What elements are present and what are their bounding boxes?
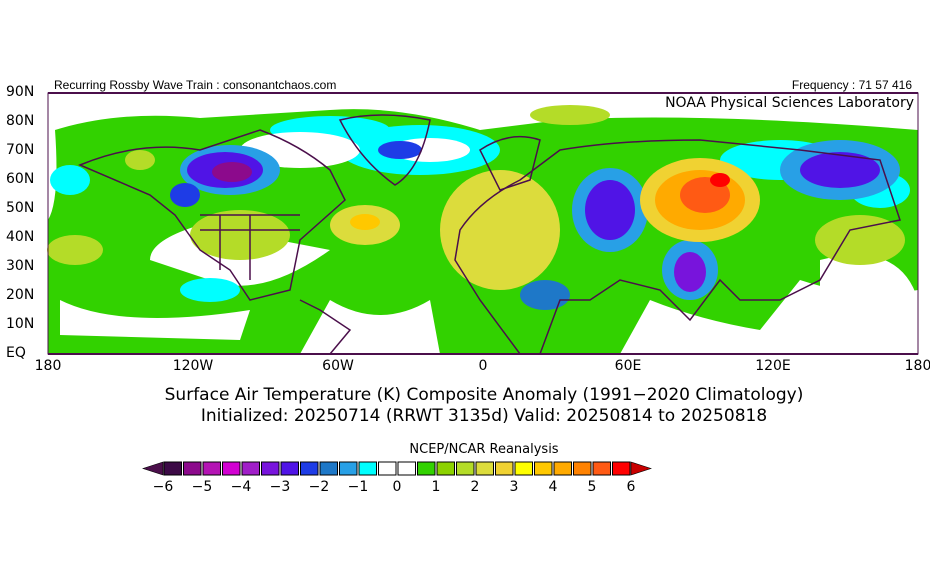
map-subtitle: Initialized: 20250714 (RRWT 3135d) Valid… bbox=[200, 406, 768, 426]
lat-label: 50N bbox=[6, 200, 35, 216]
colorbar-tick-label: 0 bbox=[392, 479, 402, 495]
colorbar-tick-label: 4 bbox=[548, 479, 558, 495]
colorbar-swatch bbox=[163, 461, 182, 476]
colorbar-swatch bbox=[378, 461, 397, 476]
map-title: Surface Air Temperature (K) Composite An… bbox=[164, 385, 804, 405]
lon-label: 0 bbox=[478, 358, 488, 374]
colorbar-swatch bbox=[183, 461, 202, 476]
lat-label: 40N bbox=[6, 229, 35, 245]
lon-label: 180 bbox=[34, 358, 62, 374]
colorbar-swatch bbox=[514, 461, 533, 476]
colorbar-swatch bbox=[456, 461, 475, 476]
colorbar-swatch bbox=[592, 461, 611, 476]
lon-label: 120W bbox=[172, 358, 214, 374]
colorbar-swatch bbox=[397, 461, 416, 476]
colorbar-low-arrow bbox=[142, 461, 164, 476]
colorbar-tick-label: 3 bbox=[509, 479, 519, 495]
colorbar-swatch bbox=[358, 461, 377, 476]
colorbar-tick-label: −6 bbox=[152, 479, 174, 495]
lat-label: 80N bbox=[6, 113, 35, 129]
lat-label: 90N bbox=[6, 84, 35, 100]
colorbar-swatch bbox=[202, 461, 221, 476]
colorbar-swatch bbox=[612, 461, 631, 476]
frequency-label: Frequency : 71 57 416 bbox=[791, 78, 912, 92]
colorbar-swatch bbox=[553, 461, 572, 476]
colorbar-tick-label: 5 bbox=[587, 479, 597, 495]
colorbar-swatch bbox=[300, 461, 319, 476]
lat-label: 30N bbox=[6, 258, 35, 274]
colorbar-tick-label: −3 bbox=[269, 479, 291, 495]
map-shading bbox=[47, 93, 918, 355]
lat-label: 20N bbox=[6, 287, 35, 303]
colorbar-swatch bbox=[280, 461, 299, 476]
colorbar-swatch bbox=[534, 461, 553, 476]
lon-label: 60E bbox=[614, 358, 642, 374]
coastlines bbox=[78, 114, 901, 355]
colorbar-tick-label: 1 bbox=[431, 479, 441, 495]
colorbar-swatch bbox=[261, 461, 280, 476]
colorbar-tick-label: −1 bbox=[347, 479, 369, 495]
lat-label: EQ bbox=[6, 345, 26, 361]
colorbar-tick-label: 2 bbox=[470, 479, 480, 495]
colorbar-swatch bbox=[436, 461, 455, 476]
colorbar bbox=[142, 461, 652, 476]
source-credit: Recurring Rossby Wave Train : consonantc… bbox=[54, 78, 337, 92]
lat-label: 60N bbox=[6, 171, 35, 187]
colorbar-swatch bbox=[339, 461, 358, 476]
colorbar-tick-label: −2 bbox=[308, 479, 330, 495]
lon-label: 60W bbox=[322, 358, 354, 374]
colorbar-swatch bbox=[222, 461, 241, 476]
lon-label: 180 bbox=[904, 358, 930, 374]
colorbar-title: NCEP/NCAR Reanalysis bbox=[409, 442, 559, 457]
colorbar-swatch bbox=[573, 461, 592, 476]
lat-label: 10N bbox=[6, 316, 35, 332]
colorbar-swatch bbox=[475, 461, 494, 476]
lon-label: 120E bbox=[755, 358, 791, 374]
colorbar-tick-label: 6 bbox=[626, 479, 636, 495]
lab-label: NOAA Physical Sciences Laboratory bbox=[665, 95, 914, 111]
colorbar-swatch bbox=[241, 461, 260, 476]
colorbar-swatch bbox=[417, 461, 436, 476]
colorbar-swatch bbox=[495, 461, 514, 476]
lat-label: 70N bbox=[6, 142, 35, 158]
colorbar-high-arrow bbox=[630, 461, 652, 476]
colorbar-tick-label: −5 bbox=[191, 479, 213, 495]
colorbar-swatch bbox=[319, 461, 338, 476]
colorbar-tick-label: −4 bbox=[230, 479, 252, 495]
